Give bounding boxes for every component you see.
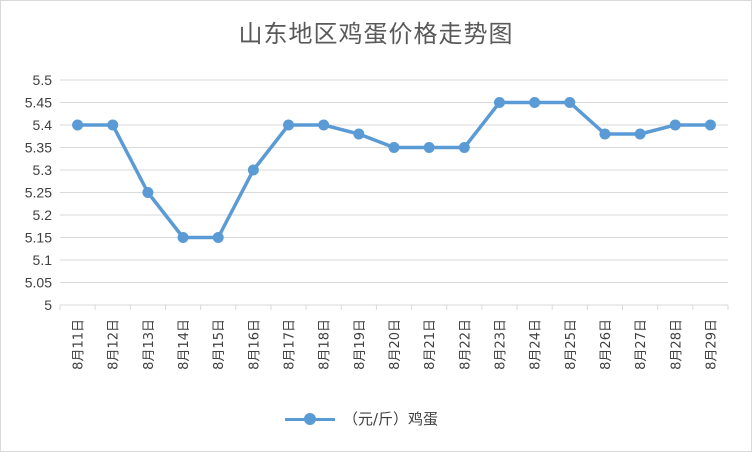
data-point bbox=[423, 142, 435, 153]
x-tick-label: 8月26日 bbox=[599, 319, 614, 370]
x-tick-label: 8月24日 bbox=[529, 319, 544, 370]
y-tick-label: 5.4 bbox=[33, 117, 53, 133]
data-point bbox=[634, 128, 646, 140]
series-layer bbox=[72, 97, 716, 243]
y-tick-label: 5.2 bbox=[33, 207, 53, 223]
y-tick-label: 5.35 bbox=[25, 140, 52, 156]
x-tick-label: 8月25日 bbox=[564, 319, 579, 370]
legend-marker-icon bbox=[285, 412, 335, 426]
data-point bbox=[704, 119, 716, 131]
y-tick-label: 5.25 bbox=[25, 185, 52, 201]
y-tick-label: 5.1 bbox=[33, 252, 53, 268]
x-tick-label: 8月11日 bbox=[72, 319, 87, 370]
x-tick-label: 8月22日 bbox=[458, 319, 473, 370]
x-tick-label: 8月15日 bbox=[212, 319, 227, 370]
data-point bbox=[142, 187, 154, 198]
data-point bbox=[177, 232, 189, 243]
x-tick-label: 8月23日 bbox=[493, 319, 508, 370]
x-tick-label: 8月13日 bbox=[142, 319, 157, 370]
x-tick-label: 8月21日 bbox=[423, 319, 438, 370]
x-tick-label: 8月19日 bbox=[353, 319, 368, 370]
y-tick-label: 5.15 bbox=[25, 230, 52, 246]
data-point bbox=[283, 119, 295, 131]
y-tick-label: 5 bbox=[44, 297, 52, 313]
data-point bbox=[458, 142, 470, 153]
data-point bbox=[318, 119, 330, 131]
x-tick-label: 8月28日 bbox=[669, 319, 684, 370]
data-point bbox=[599, 128, 611, 140]
y-tick-label: 5.05 bbox=[25, 275, 52, 291]
y-tick-label: 5.5 bbox=[33, 72, 53, 88]
data-point bbox=[529, 97, 541, 108]
data-point bbox=[388, 142, 400, 153]
x-tick-label: 8月27日 bbox=[634, 319, 649, 370]
data-point bbox=[669, 119, 681, 131]
y-tick-label: 5.3 bbox=[33, 162, 53, 178]
data-point bbox=[107, 119, 119, 131]
x-axis: 8月11日 8月12日 8月13日 8月14日 8月15日 8月16日 8月17日 8月18日… bbox=[59, 305, 729, 370]
data-point bbox=[212, 232, 224, 243]
legend: （元/斤）鸡蛋 bbox=[285, 408, 438, 429]
legend-label: （元/斤）鸡蛋 bbox=[343, 410, 439, 428]
x-tick-label: 8月14日 bbox=[177, 319, 192, 370]
x-tick-label: 8月12日 bbox=[107, 319, 122, 370]
x-tick-label: 8月18日 bbox=[318, 319, 333, 370]
data-point bbox=[564, 97, 576, 108]
chart-title: 山东地区鸡蛋价格走势图 bbox=[238, 20, 514, 48]
y-axis: 5 5.05 5.1 5.15 5.2 5.25 5.3 5.35 5.4 5.45 5.5 bbox=[25, 72, 52, 313]
x-tick-label: 8月17日 bbox=[283, 319, 298, 370]
data-point bbox=[247, 164, 259, 176]
grid-lines bbox=[60, 79, 728, 306]
x-tick-label: 8月16日 bbox=[247, 319, 262, 370]
data-point bbox=[72, 119, 84, 131]
data-point bbox=[353, 128, 365, 140]
x-tick-label: 8月29日 bbox=[704, 319, 719, 370]
y-tick-label: 5.45 bbox=[25, 95, 52, 111]
x-tick-label: 8月20日 bbox=[388, 319, 403, 370]
data-point bbox=[493, 97, 505, 108]
